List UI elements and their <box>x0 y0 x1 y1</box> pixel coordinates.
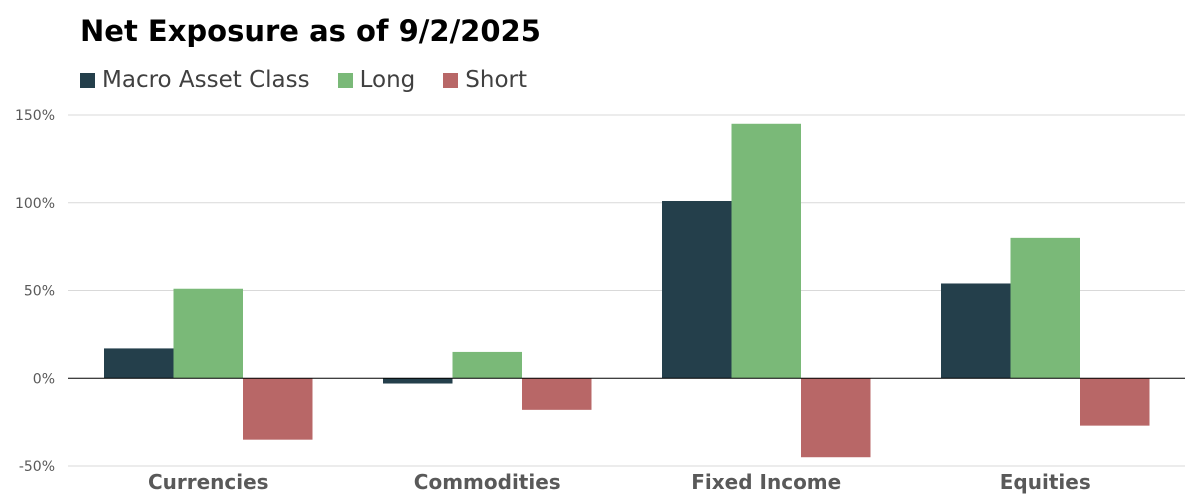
bar-long-fixed-income <box>731 123 801 379</box>
legend-label-short: Short <box>465 67 528 93</box>
bar-long-commodities <box>452 351 522 379</box>
chart-title: Net Exposure as of 9/2/2025 <box>80 14 541 48</box>
bar-short-currencies <box>243 378 313 440</box>
y-tick-label: -50% <box>19 459 55 475</box>
bar-long-equities <box>1010 237 1080 379</box>
legend-item-short: Short <box>443 67 527 93</box>
legend-label-long: Long <box>359 67 416 93</box>
bar-short-fixed-income <box>801 378 871 458</box>
y-tick-label: 50% <box>24 284 55 300</box>
y-tick-label: 0% <box>33 371 55 387</box>
bar-short-equities <box>1080 378 1150 426</box>
bar-short-commodities <box>522 378 592 410</box>
x-category-label: Equities <box>1000 470 1091 494</box>
y-tick-label: 150% <box>15 108 55 124</box>
legend-swatch-short <box>443 72 459 88</box>
bar-macro-asset-class-currencies <box>104 348 174 379</box>
legend: Macro Asset Class Long Short <box>80 64 555 96</box>
x-category-label: Fixed Income <box>691 470 841 494</box>
x-category-label: Commodities <box>414 470 561 494</box>
legend-label-macro-asset-class: Macro Asset Class <box>102 67 310 93</box>
bar-macro-asset-class-commodities <box>383 378 453 384</box>
x-category-label: Currencies <box>148 470 269 494</box>
legend-item-macro-asset-class: Macro Asset Class <box>80 67 310 93</box>
legend-item-long: Long <box>337 67 416 93</box>
legend-swatch-macro-asset-class <box>80 72 95 88</box>
bar-macro-asset-class-equities <box>941 283 1011 379</box>
legend-swatch-long <box>337 72 353 88</box>
y-tick-label: 100% <box>15 196 55 212</box>
bar-long-currencies <box>173 288 243 379</box>
bar-macro-asset-class-fixed-income <box>662 200 732 379</box>
